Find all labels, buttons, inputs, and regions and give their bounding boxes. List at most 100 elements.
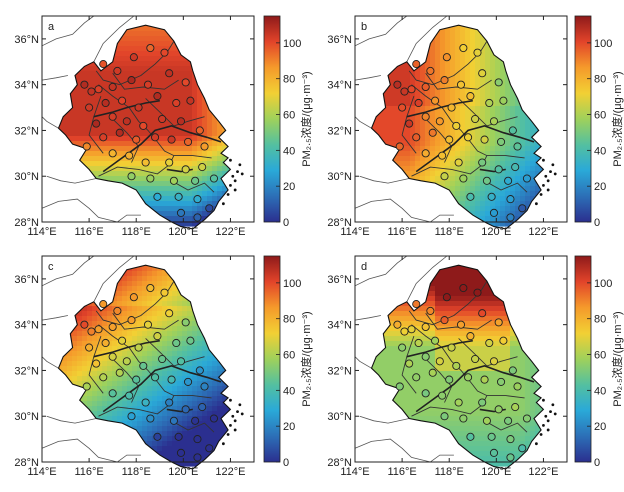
monitoring-station bbox=[206, 205, 213, 212]
monitoring-station bbox=[187, 337, 194, 344]
monitoring-station bbox=[474, 289, 481, 296]
colorbar-tick-label: 40 bbox=[283, 145, 295, 157]
monitoring-station bbox=[408, 86, 415, 93]
island-mark bbox=[549, 410, 552, 413]
lon-tick-label: 122°E bbox=[528, 466, 558, 478]
colorbar-tick-label: 60 bbox=[594, 110, 606, 122]
colorbar-tick-label: 40 bbox=[283, 385, 295, 397]
monitoring-station bbox=[467, 193, 474, 200]
monitoring-station bbox=[170, 177, 177, 184]
monitoring-station bbox=[83, 383, 90, 390]
monitoring-station bbox=[431, 337, 438, 344]
lat-tick-label: 28°N bbox=[327, 457, 352, 469]
monitoring-station bbox=[396, 383, 403, 390]
monitoring-station bbox=[133, 376, 140, 383]
colorbar-tick-label: 0 bbox=[283, 457, 289, 469]
monitoring-station bbox=[126, 392, 133, 399]
monitoring-station bbox=[448, 344, 455, 351]
monitoring-station bbox=[523, 415, 530, 422]
monitoring-station bbox=[116, 129, 123, 136]
monitoring-station bbox=[429, 369, 436, 376]
monitoring-station bbox=[177, 449, 184, 456]
colorbar-label: PM₂.₅浓度/(μg·m⁻³) bbox=[610, 311, 624, 406]
monitoring-station bbox=[422, 83, 429, 90]
monitoring-station bbox=[170, 417, 177, 424]
lat-tick-label: 28°N bbox=[327, 217, 352, 229]
lat-tick-label: 28°N bbox=[14, 457, 39, 469]
monitoring-station bbox=[166, 310, 173, 317]
monitoring-station bbox=[505, 177, 512, 184]
monitoring-station bbox=[401, 328, 408, 335]
colorbar-tick-label: 80 bbox=[283, 314, 295, 326]
island-mark bbox=[238, 163, 241, 166]
monitoring-station bbox=[194, 214, 201, 221]
monitoring-station bbox=[118, 337, 125, 344]
colorbar-tick-label: 40 bbox=[594, 385, 606, 397]
monitoring-station bbox=[192, 177, 199, 184]
monitoring-station bbox=[415, 99, 422, 106]
colorbar-tick-label: 20 bbox=[283, 181, 295, 193]
island-mark bbox=[234, 189, 237, 192]
monitoring-station bbox=[147, 44, 154, 51]
monitoring-station bbox=[166, 159, 173, 166]
island-mark bbox=[549, 170, 552, 173]
lon-tick-label: 116°E bbox=[74, 226, 103, 238]
monitoring-station bbox=[441, 413, 448, 420]
island-mark bbox=[547, 179, 550, 182]
monitoring-station bbox=[194, 454, 201, 461]
monitoring-station bbox=[408, 326, 415, 333]
island-mark bbox=[544, 175, 547, 178]
monitoring-station bbox=[194, 196, 201, 203]
monitoring-station bbox=[443, 294, 450, 301]
monitoring-station bbox=[446, 136, 453, 143]
monitoring-station bbox=[100, 60, 107, 67]
colorbar-tick-label: 80 bbox=[283, 74, 295, 86]
monitoring-station bbox=[507, 454, 514, 461]
monitoring-station bbox=[182, 79, 189, 86]
colorbar-tick-label: 80 bbox=[594, 74, 606, 86]
monitoring-station bbox=[109, 323, 116, 330]
colorbar-tick-label: 80 bbox=[594, 314, 606, 326]
monitoring-station bbox=[177, 358, 184, 365]
monitoring-station bbox=[88, 328, 95, 335]
monitoring-station bbox=[441, 316, 448, 323]
monitoring-station bbox=[166, 399, 173, 406]
monitoring-station bbox=[497, 378, 504, 385]
monitoring-station bbox=[406, 120, 413, 127]
monitoring-station bbox=[144, 321, 151, 328]
monitoring-station bbox=[464, 134, 471, 141]
monitoring-station bbox=[182, 406, 189, 413]
monitoring-station bbox=[206, 445, 213, 452]
monitoring-station bbox=[168, 136, 175, 143]
monitoring-station bbox=[479, 310, 486, 317]
monitoring-station bbox=[495, 406, 502, 413]
monitoring-station bbox=[159, 355, 166, 362]
island-mark bbox=[542, 159, 545, 162]
monitoring-station bbox=[436, 358, 443, 365]
island-mark bbox=[551, 163, 554, 166]
monitoring-station bbox=[495, 166, 502, 173]
monitoring-station bbox=[128, 413, 135, 420]
monitoring-station bbox=[441, 76, 448, 83]
island-mark bbox=[551, 403, 554, 406]
monitoring-station bbox=[436, 118, 443, 125]
lon-tick-label: 116°E bbox=[74, 466, 103, 478]
island-mark bbox=[241, 173, 244, 176]
island-mark bbox=[544, 415, 547, 418]
colorbar-label: PM₂.₅浓度/(μg·m⁻³) bbox=[299, 311, 313, 406]
lat-tick-label: 32°N bbox=[14, 365, 39, 377]
monitoring-station bbox=[86, 104, 93, 111]
monitoring-station bbox=[490, 209, 497, 216]
monitoring-station bbox=[159, 115, 166, 122]
lat-tick-label: 30°N bbox=[327, 171, 352, 183]
monitoring-station bbox=[177, 209, 184, 216]
colorbar-tick-label: 20 bbox=[594, 181, 606, 193]
lat-tick-label: 36°N bbox=[327, 34, 352, 46]
colorbar-tick-label: 0 bbox=[283, 217, 289, 229]
lat-tick-label: 34°N bbox=[14, 80, 39, 92]
lon-tick-label: 122°E bbox=[215, 226, 245, 238]
monitoring-station bbox=[460, 44, 467, 51]
monitoring-station bbox=[490, 449, 497, 456]
